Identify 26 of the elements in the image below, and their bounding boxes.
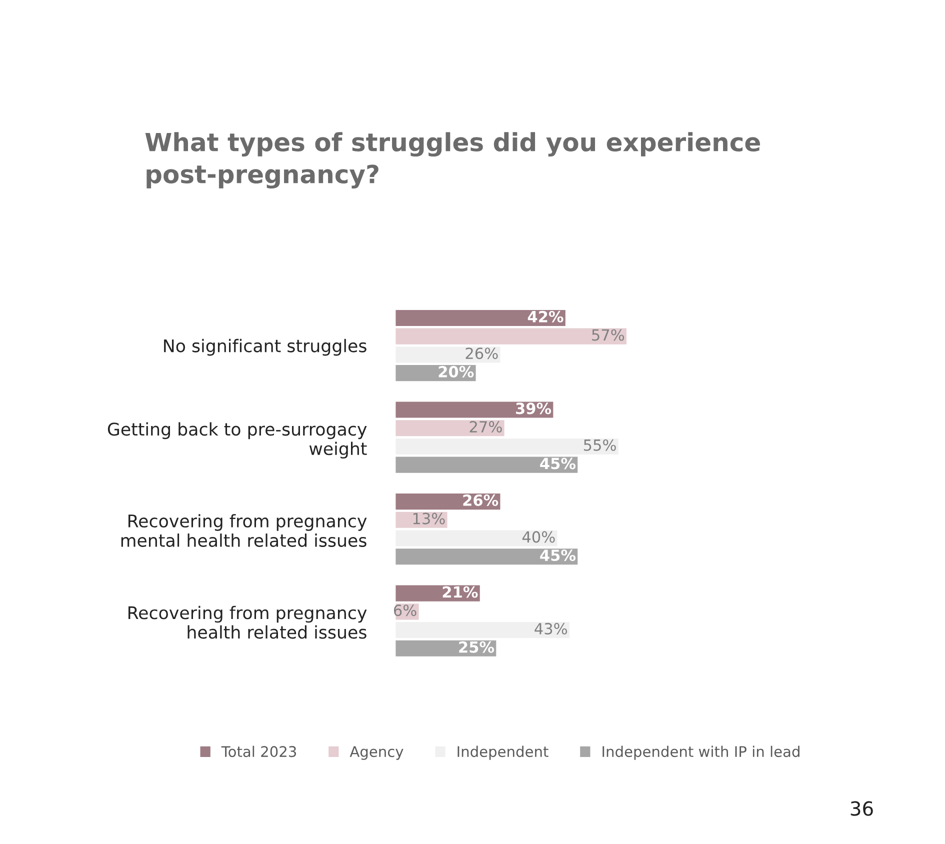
data-label: 45% bbox=[540, 458, 576, 470]
data-label: 40% bbox=[522, 531, 555, 543]
data-label: 45% bbox=[540, 549, 576, 562]
legend-label: Agency bbox=[350, 746, 404, 760]
y-tick-label: Getting back to pre-surrogacy weight bbox=[108, 422, 367, 459]
legend-label: Total 2023 bbox=[221, 746, 296, 758]
data-label: 26% bbox=[466, 348, 498, 360]
y-tick-label: Recovering from pregnancy mental health related issues bbox=[121, 514, 367, 547]
data-label: 26% bbox=[463, 494, 498, 506]
data-label: 42% bbox=[528, 310, 564, 322]
data-label: 55% bbox=[584, 439, 616, 451]
data-label: 39% bbox=[516, 402, 552, 414]
y-tick-label: Recovering from pregnancy health related issues bbox=[128, 606, 367, 639]
chart-title: What types of struggles did you experience post-pregnancy? bbox=[145, 132, 760, 189]
y-tick-label: No significant struggles bbox=[164, 338, 366, 356]
legend-label: Independent bbox=[458, 746, 548, 760]
data-label: 57% bbox=[592, 329, 624, 341]
data-label: 13% bbox=[413, 512, 445, 524]
data-label: 20% bbox=[438, 366, 474, 378]
legend-label: Independent with IP in lead bbox=[602, 746, 800, 760]
data-label: 21% bbox=[442, 586, 478, 598]
data-label: 25% bbox=[459, 641, 494, 653]
data-label: 6% bbox=[394, 604, 416, 616]
data-label: 43% bbox=[534, 622, 568, 634]
text: 36 bbox=[850, 801, 873, 816]
data-label: 27% bbox=[470, 420, 502, 433]
